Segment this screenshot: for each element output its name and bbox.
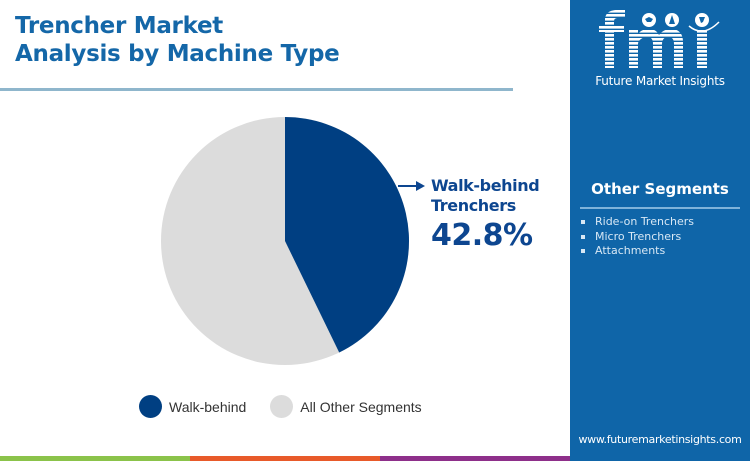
segment-label: Micro Trenchers	[595, 229, 682, 243]
logo-subtitle: Future Market Insights	[595, 74, 725, 88]
legend-label: All Other Segments	[300, 398, 422, 415]
callout-arrow-icon	[416, 181, 425, 191]
page-title: Trencher Market Analysis by Machine Type	[15, 12, 340, 68]
legend-label: Walk-behind	[169, 398, 247, 415]
bullet-icon	[581, 220, 585, 225]
pie-chart	[161, 117, 425, 365]
bullet-icon	[581, 249, 585, 254]
other-segments-list: Ride-on Trenchers Micro Trenchers Attach…	[580, 215, 694, 259]
fmi-logo-icon	[599, 10, 720, 68]
pie-slice-walk-behind	[285, 117, 410, 353]
callout-label-line-1: Walk-behind	[431, 176, 540, 195]
callout: Walk-behind Trenchers 42.8%	[431, 176, 540, 254]
segment-label: Attachments	[595, 244, 666, 257]
legend-swatch-other-segments	[270, 395, 294, 418]
other-segments-title: Other Segments	[591, 180, 729, 198]
list-item: Attachments	[580, 244, 694, 259]
bottom-bar-orange	[190, 456, 380, 461]
segment-label: Ride-on Trenchers	[595, 215, 694, 228]
other-segments-divider	[580, 207, 740, 209]
title-divider	[0, 88, 513, 91]
legend-item-walk-behind: Walk-behind	[139, 395, 246, 418]
chart-legend: Walk-behind All Other Segments	[139, 395, 446, 418]
title-line-2: Analysis by Machine Type	[15, 41, 340, 67]
list-item: Micro Trenchers	[580, 230, 694, 245]
list-item: Ride-on Trenchers	[580, 215, 694, 230]
fmi-logo: Future Market Insights	[570, 8, 750, 88]
legend-swatch-walk-behind	[139, 395, 162, 418]
website-link[interactable]: www.futuremarketinsights.com	[578, 433, 742, 446]
callout-label-line-2: Trenchers	[431, 196, 516, 215]
callout-value: 42.8%	[431, 218, 533, 253]
bullet-icon	[581, 234, 585, 239]
bottom-bar-purple	[380, 456, 570, 461]
bottom-bar-green	[0, 456, 190, 461]
legend-item-other-segments: All Other Segments	[270, 395, 422, 418]
sidebar: Future Market Insights Other Segments Ri…	[570, 0, 750, 461]
bottom-color-bar	[0, 456, 570, 461]
title-line-1: Trencher Market	[15, 13, 223, 39]
